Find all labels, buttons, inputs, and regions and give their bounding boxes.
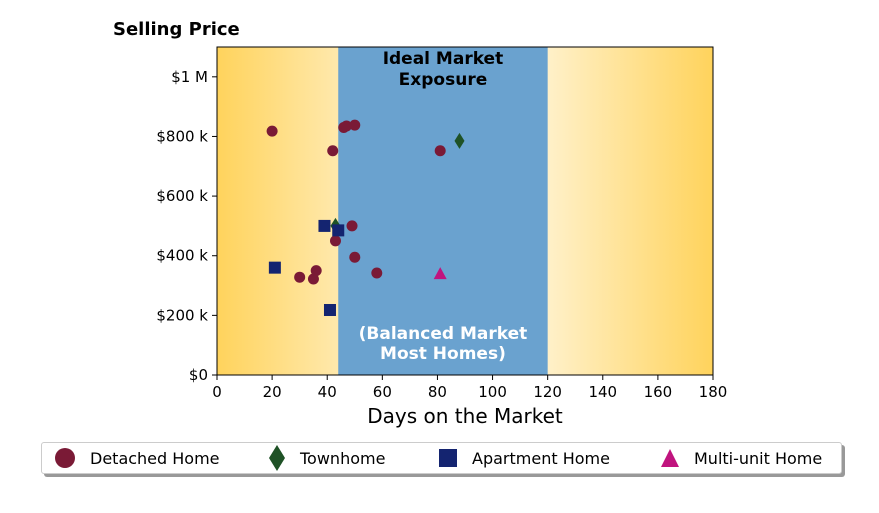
y-tick-label: $200 k (156, 306, 208, 324)
y-tick-label: $400 k (156, 247, 208, 265)
data-point-detached-home (434, 145, 446, 157)
legend-marker (55, 448, 75, 468)
data-point-detached-home (341, 120, 353, 132)
x-tick-label: 40 (318, 383, 337, 401)
plot-frame (216, 46, 714, 376)
x-tick-label: 120 (533, 383, 562, 401)
diamond-marker-icon (269, 445, 285, 471)
x-tick-label: 100 (478, 383, 507, 401)
circle-marker-icon (55, 448, 75, 468)
y-tick-label: $600 k (156, 187, 208, 205)
legend-label: Apartment Home (472, 448, 610, 468)
band-top-label: Exposure (399, 70, 488, 90)
x-axis-label: Days on the Market (367, 404, 563, 428)
data-point-detached-home (346, 220, 358, 232)
data-point-apartment-home (268, 261, 281, 274)
x-tick-label: 80 (428, 383, 447, 401)
legend-item-townhome: Townhome (268, 443, 385, 473)
data-point-detached-home (349, 119, 361, 131)
data-point-apartment-home (332, 224, 345, 237)
data-point-detached-home (266, 125, 278, 137)
legend-label: Detached Home (90, 448, 220, 468)
chart-title: Selling Price (113, 19, 240, 40)
data-point-townhome (454, 132, 465, 149)
x-tick-label: 180 (699, 383, 728, 401)
legend-marker (661, 449, 679, 467)
band-bottom-label: Most Homes) (380, 344, 506, 364)
x-tick-label: 20 (263, 383, 282, 401)
legend-item-multi-unit-home: Multi-unit Home (660, 443, 822, 473)
band-top-label: Ideal Market (383, 49, 504, 69)
legend-marker (439, 449, 457, 467)
x-tick-label: 140 (588, 383, 617, 401)
data-point-detached-home (307, 273, 319, 285)
x-tick-label: 160 (644, 383, 673, 401)
legend-label: Multi-unit Home (694, 448, 823, 468)
data-point-detached-home (327, 145, 339, 157)
ideal-market-band (338, 47, 548, 375)
data-point-detached-home (294, 271, 306, 283)
data-point-detached-home (329, 235, 341, 247)
legend-item-apartment-home: Apartment Home (438, 443, 610, 473)
x-tick-label: 60 (373, 383, 392, 401)
legend-marker (269, 445, 285, 471)
data-point-apartment-home (318, 219, 331, 232)
y-tick-label: $800 k (156, 127, 208, 145)
data-point-detached-home (371, 267, 383, 279)
y-tick-label: $1 M (171, 68, 208, 86)
triangle-marker-icon (661, 449, 679, 467)
legend: Detached Home Townhome Apartment Home Mu… (41, 442, 842, 474)
data-point-multi-unit-home (433, 267, 447, 280)
y-tick-label: $0 (189, 366, 208, 384)
legend-label: Townhome (300, 448, 386, 468)
data-point-detached-home (349, 251, 361, 263)
band-bottom-label: (Balanced Market (359, 324, 528, 344)
data-point-apartment-home (323, 303, 336, 316)
data-point-detached-home (310, 265, 322, 277)
legend-item-detached-home: Detached Home (54, 443, 220, 473)
x-tick-label: 0 (212, 383, 222, 401)
square-marker-icon (439, 449, 457, 467)
